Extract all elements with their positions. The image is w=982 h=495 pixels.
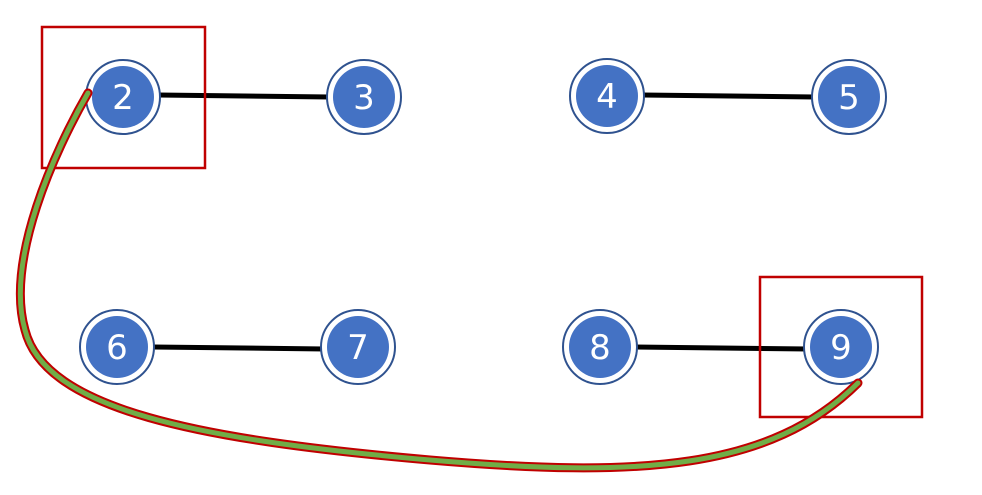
node-5-label: 5 (838, 78, 860, 118)
node-6: 6 (79, 309, 155, 385)
node-3-label: 3 (353, 78, 375, 118)
edge-4-5 (641, 92, 816, 100)
node-9-label: 9 (830, 328, 852, 368)
node-7-label: 7 (347, 328, 369, 368)
node-8: 8 (562, 309, 638, 385)
edge-8-9 (634, 344, 809, 352)
edge-6-7 (152, 344, 326, 352)
highlight-box-node-9 (758, 275, 924, 419)
node-5: 5 (811, 59, 887, 135)
node-4-label: 4 (596, 77, 618, 117)
node-2: 2 (85, 59, 161, 135)
node-8-label: 8 (589, 328, 611, 368)
node-9: 9 (803, 309, 879, 385)
node-6-label: 6 (106, 328, 128, 368)
edge-2-3 (157, 92, 331, 100)
node-4: 4 (569, 58, 645, 134)
node-7: 7 (320, 309, 396, 385)
path-2-to-9 (15, 88, 863, 473)
highlight-box-node-2 (40, 25, 207, 170)
node-3: 3 (326, 59, 402, 135)
node-2-label: 2 (112, 78, 134, 118)
